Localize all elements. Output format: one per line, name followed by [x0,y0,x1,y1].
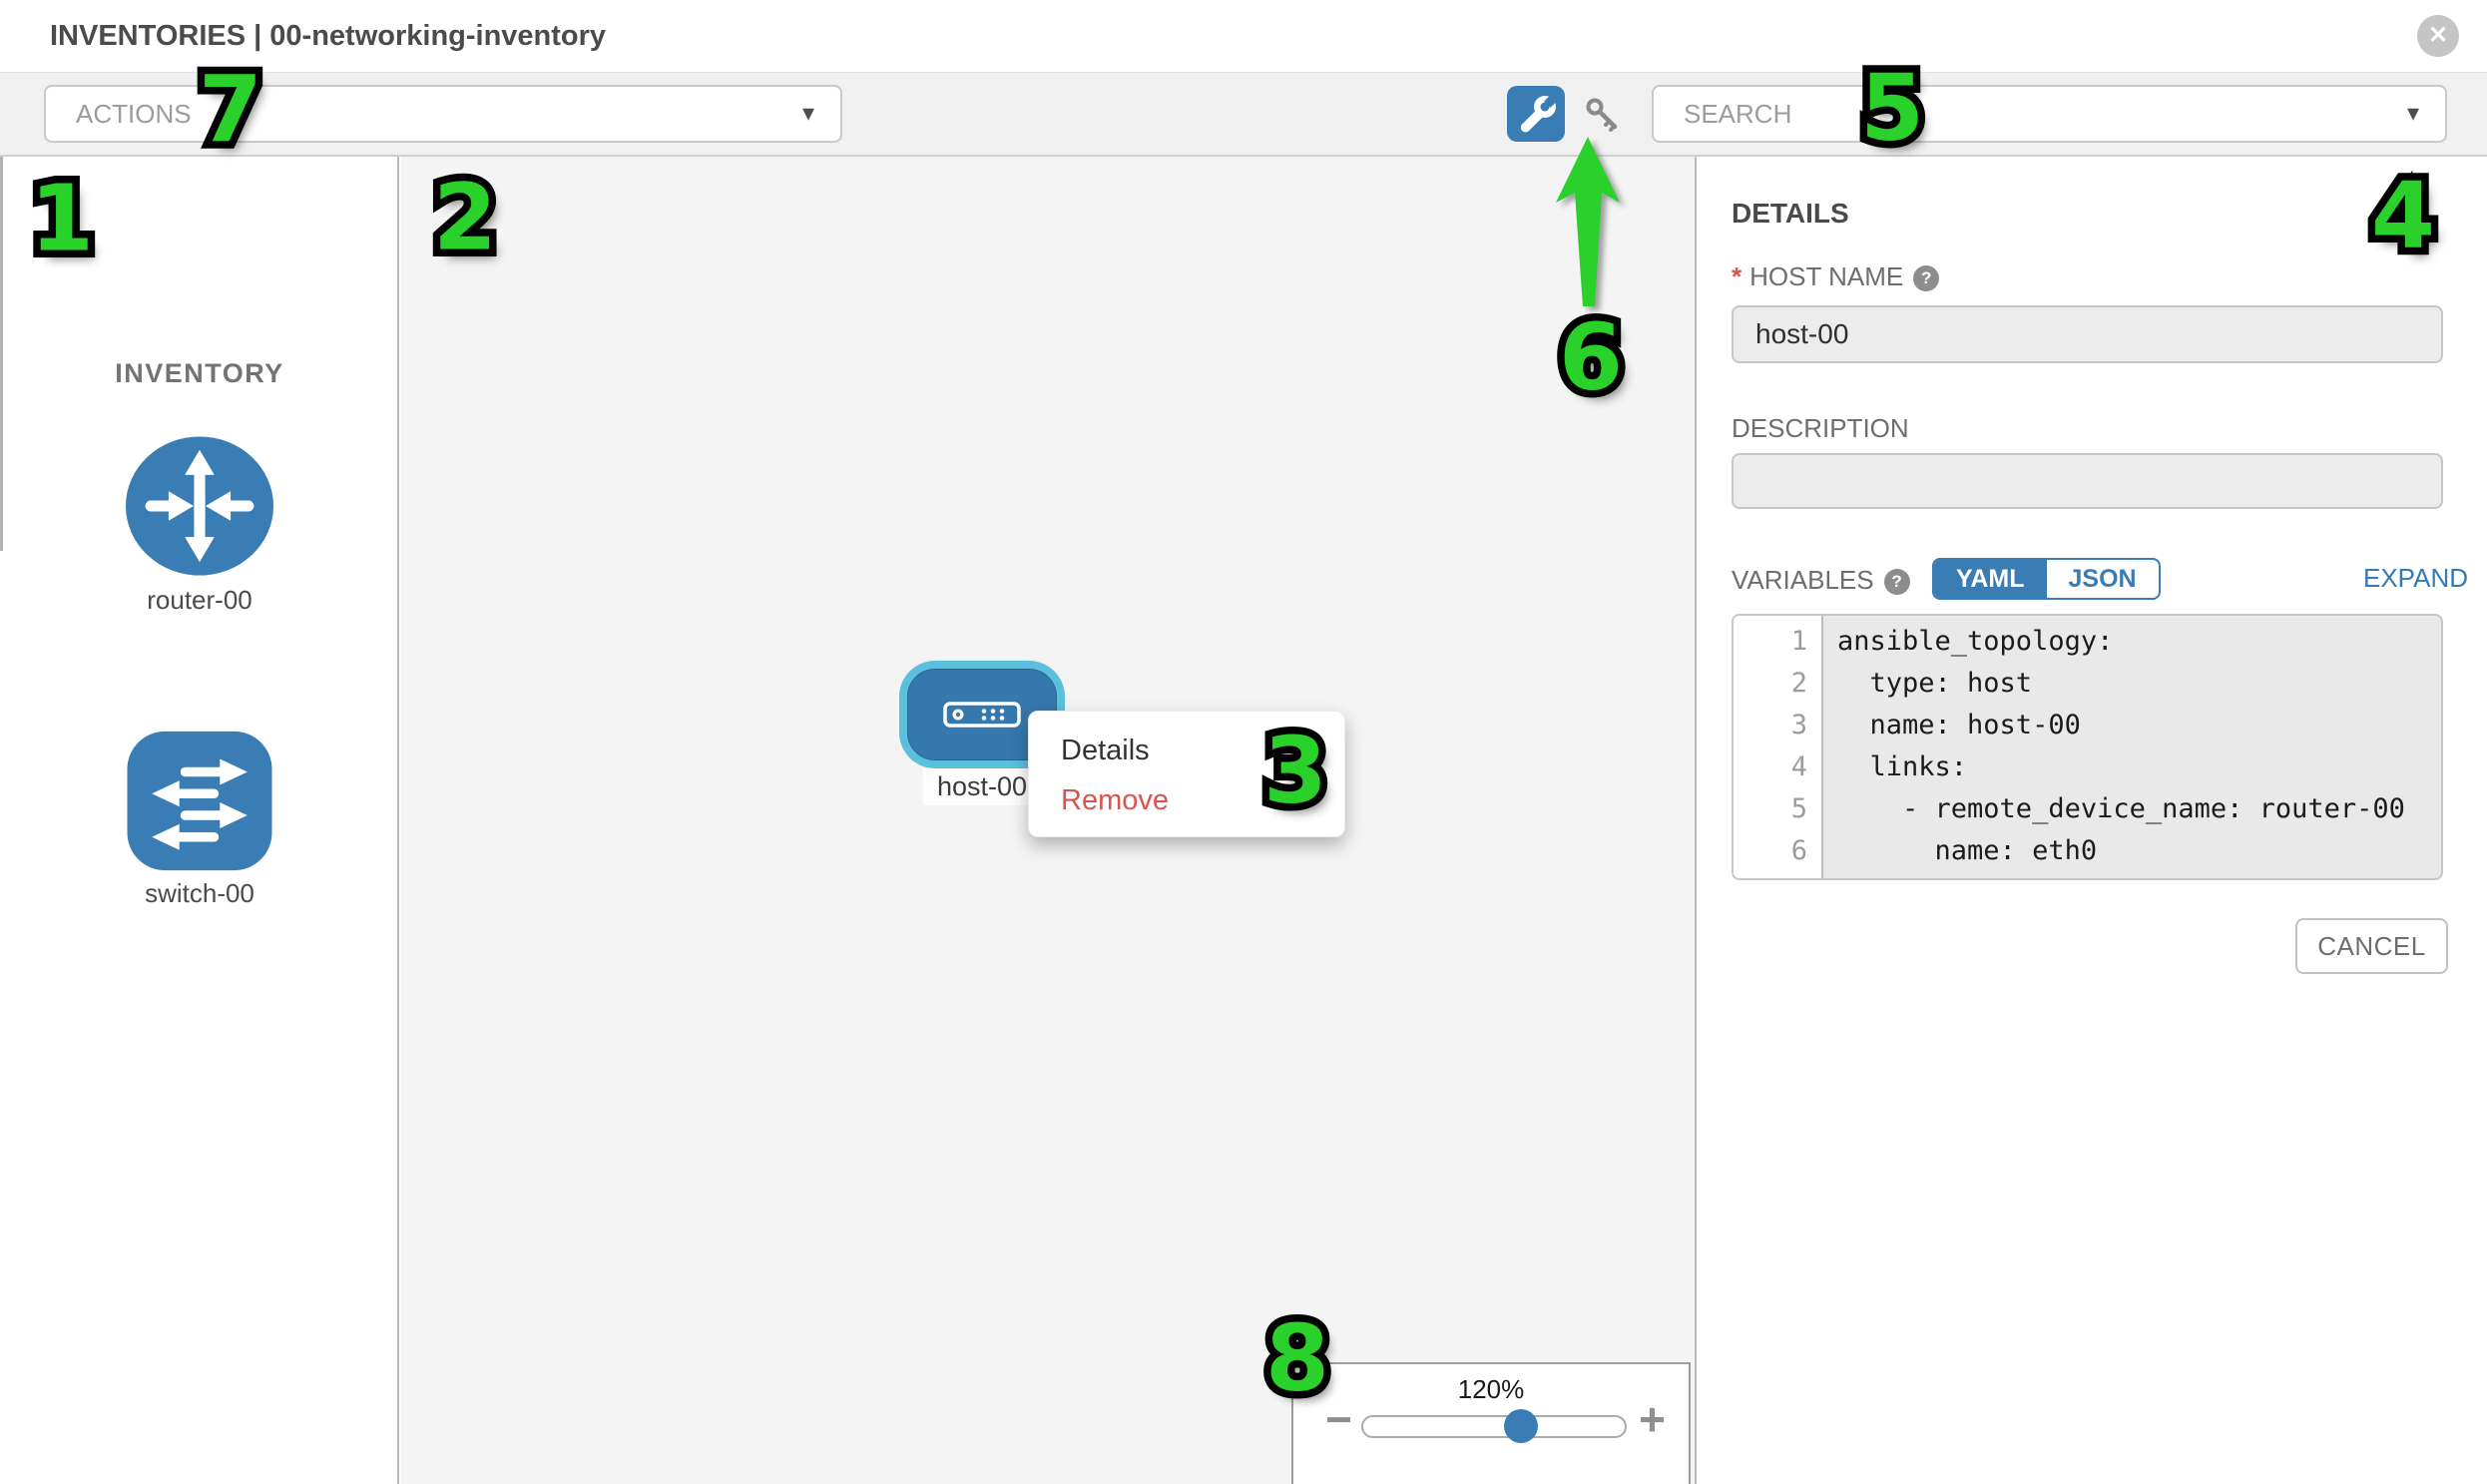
zoom-control-panel: 120% − + [1291,1362,1691,1484]
line-number: 7 [1734,872,1823,878]
cancel-button[interactable]: CANCEL [2295,918,2448,974]
header: INVENTORIES | 00-networking-inventory ✕ [0,0,2487,72]
code-line: name: eth0 [1837,835,2098,866]
key-icon [1586,98,1618,132]
description-label: DESCRIPTION [1732,413,1909,443]
toolbox-button[interactable] [1507,86,1565,142]
host-node-label: host-00 [922,768,1042,805]
palette-title: INVENTORY [115,358,284,388]
line-number: 5 [1790,793,1807,824]
expand-link[interactable]: EXPAND [2363,563,2468,593]
code-line: remote_interface_name: eth0 [1823,872,2373,878]
palette-item-router[interactable]: router-00 [0,432,399,616]
key-button[interactable] [1583,96,1623,136]
zoom-slider-thumb[interactable] [1504,1409,1538,1443]
host-name-input[interactable] [1732,305,2443,363]
line-number: 4 [1790,751,1807,782]
zoom-slider[interactable] [1361,1415,1627,1438]
switch-icon [127,731,272,871]
caret-down-icon: ▾ [801,100,814,127]
node-context-menu: Details Remove [1028,711,1345,837]
host-name-label: * HOST NAME? [1732,261,1940,292]
code-line: ansible_topology: [1837,626,2114,657]
palette-item-label: router-00 [147,585,252,615]
code-line: links: [1837,751,1968,782]
description-input[interactable] [1732,453,2443,509]
scrollbar-thumb[interactable] [0,157,3,551]
zoom-level: 120% [1457,1374,1525,1404]
variables-label: VARIABLES? [1732,565,1910,596]
caret-down-icon: ▾ [2406,100,2419,127]
actions-dropdown-label: ACTIONS [76,99,192,129]
line-number: 6 [1790,835,1807,866]
search-dropdown-label: SEARCH [1684,99,1792,129]
line-number: 3 [1790,710,1807,741]
help-icon[interactable]: ? [1913,265,1940,291]
palette-item-label: switch-00 [145,878,254,908]
tab-yaml[interactable]: YAML [1934,560,2047,598]
plus-icon: + [1639,1393,1666,1445]
help-icon[interactable]: ? [1883,569,1910,595]
editor-gutter [1734,616,1823,878]
wrench-icon [1520,96,1556,133]
line-number: 1 [1790,626,1807,657]
menu-item-details[interactable]: Details [1061,735,1150,766]
code-line: name: host-00 [1837,710,2081,741]
code-line: - remote_device_name: router-00 [1837,793,2405,824]
menu-item-remove[interactable]: Remove [1061,784,1169,816]
required-asterisk: * [1732,261,1742,291]
close-icon[interactable]: ✕ [2417,15,2459,57]
code-line: type: host [1837,668,2033,699]
variables-format-toggle: YAML JSON [1932,558,2161,600]
router-icon [126,436,273,576]
tab-json[interactable]: JSON [2068,565,2137,593]
page-title: INVENTORIES | 00-networking-inventory [50,20,607,52]
details-title: DETAILS [1732,198,1849,229]
minus-icon: − [1325,1393,1352,1445]
zoom-out-button[interactable]: − [1325,1396,1352,1442]
host-icon [943,702,1021,728]
inventory-palette: INVENTORY router-00 [0,157,399,1484]
palette-item-switch[interactable]: switch-00 [0,729,399,909]
search-dropdown[interactable]: SEARCH ▾ [1652,85,2447,143]
editor-lines: 1 ansible_topology: 2 type: host 3 name: … [1734,616,2441,878]
actions-dropdown[interactable]: ACTIONS ▾ [44,85,842,143]
line-number: 2 [1790,668,1807,699]
variables-code-editor[interactable]: 1 ansible_topology: 2 type: host 3 name: … [1732,614,2443,880]
zoom-in-button[interactable]: + [1639,1396,1666,1442]
